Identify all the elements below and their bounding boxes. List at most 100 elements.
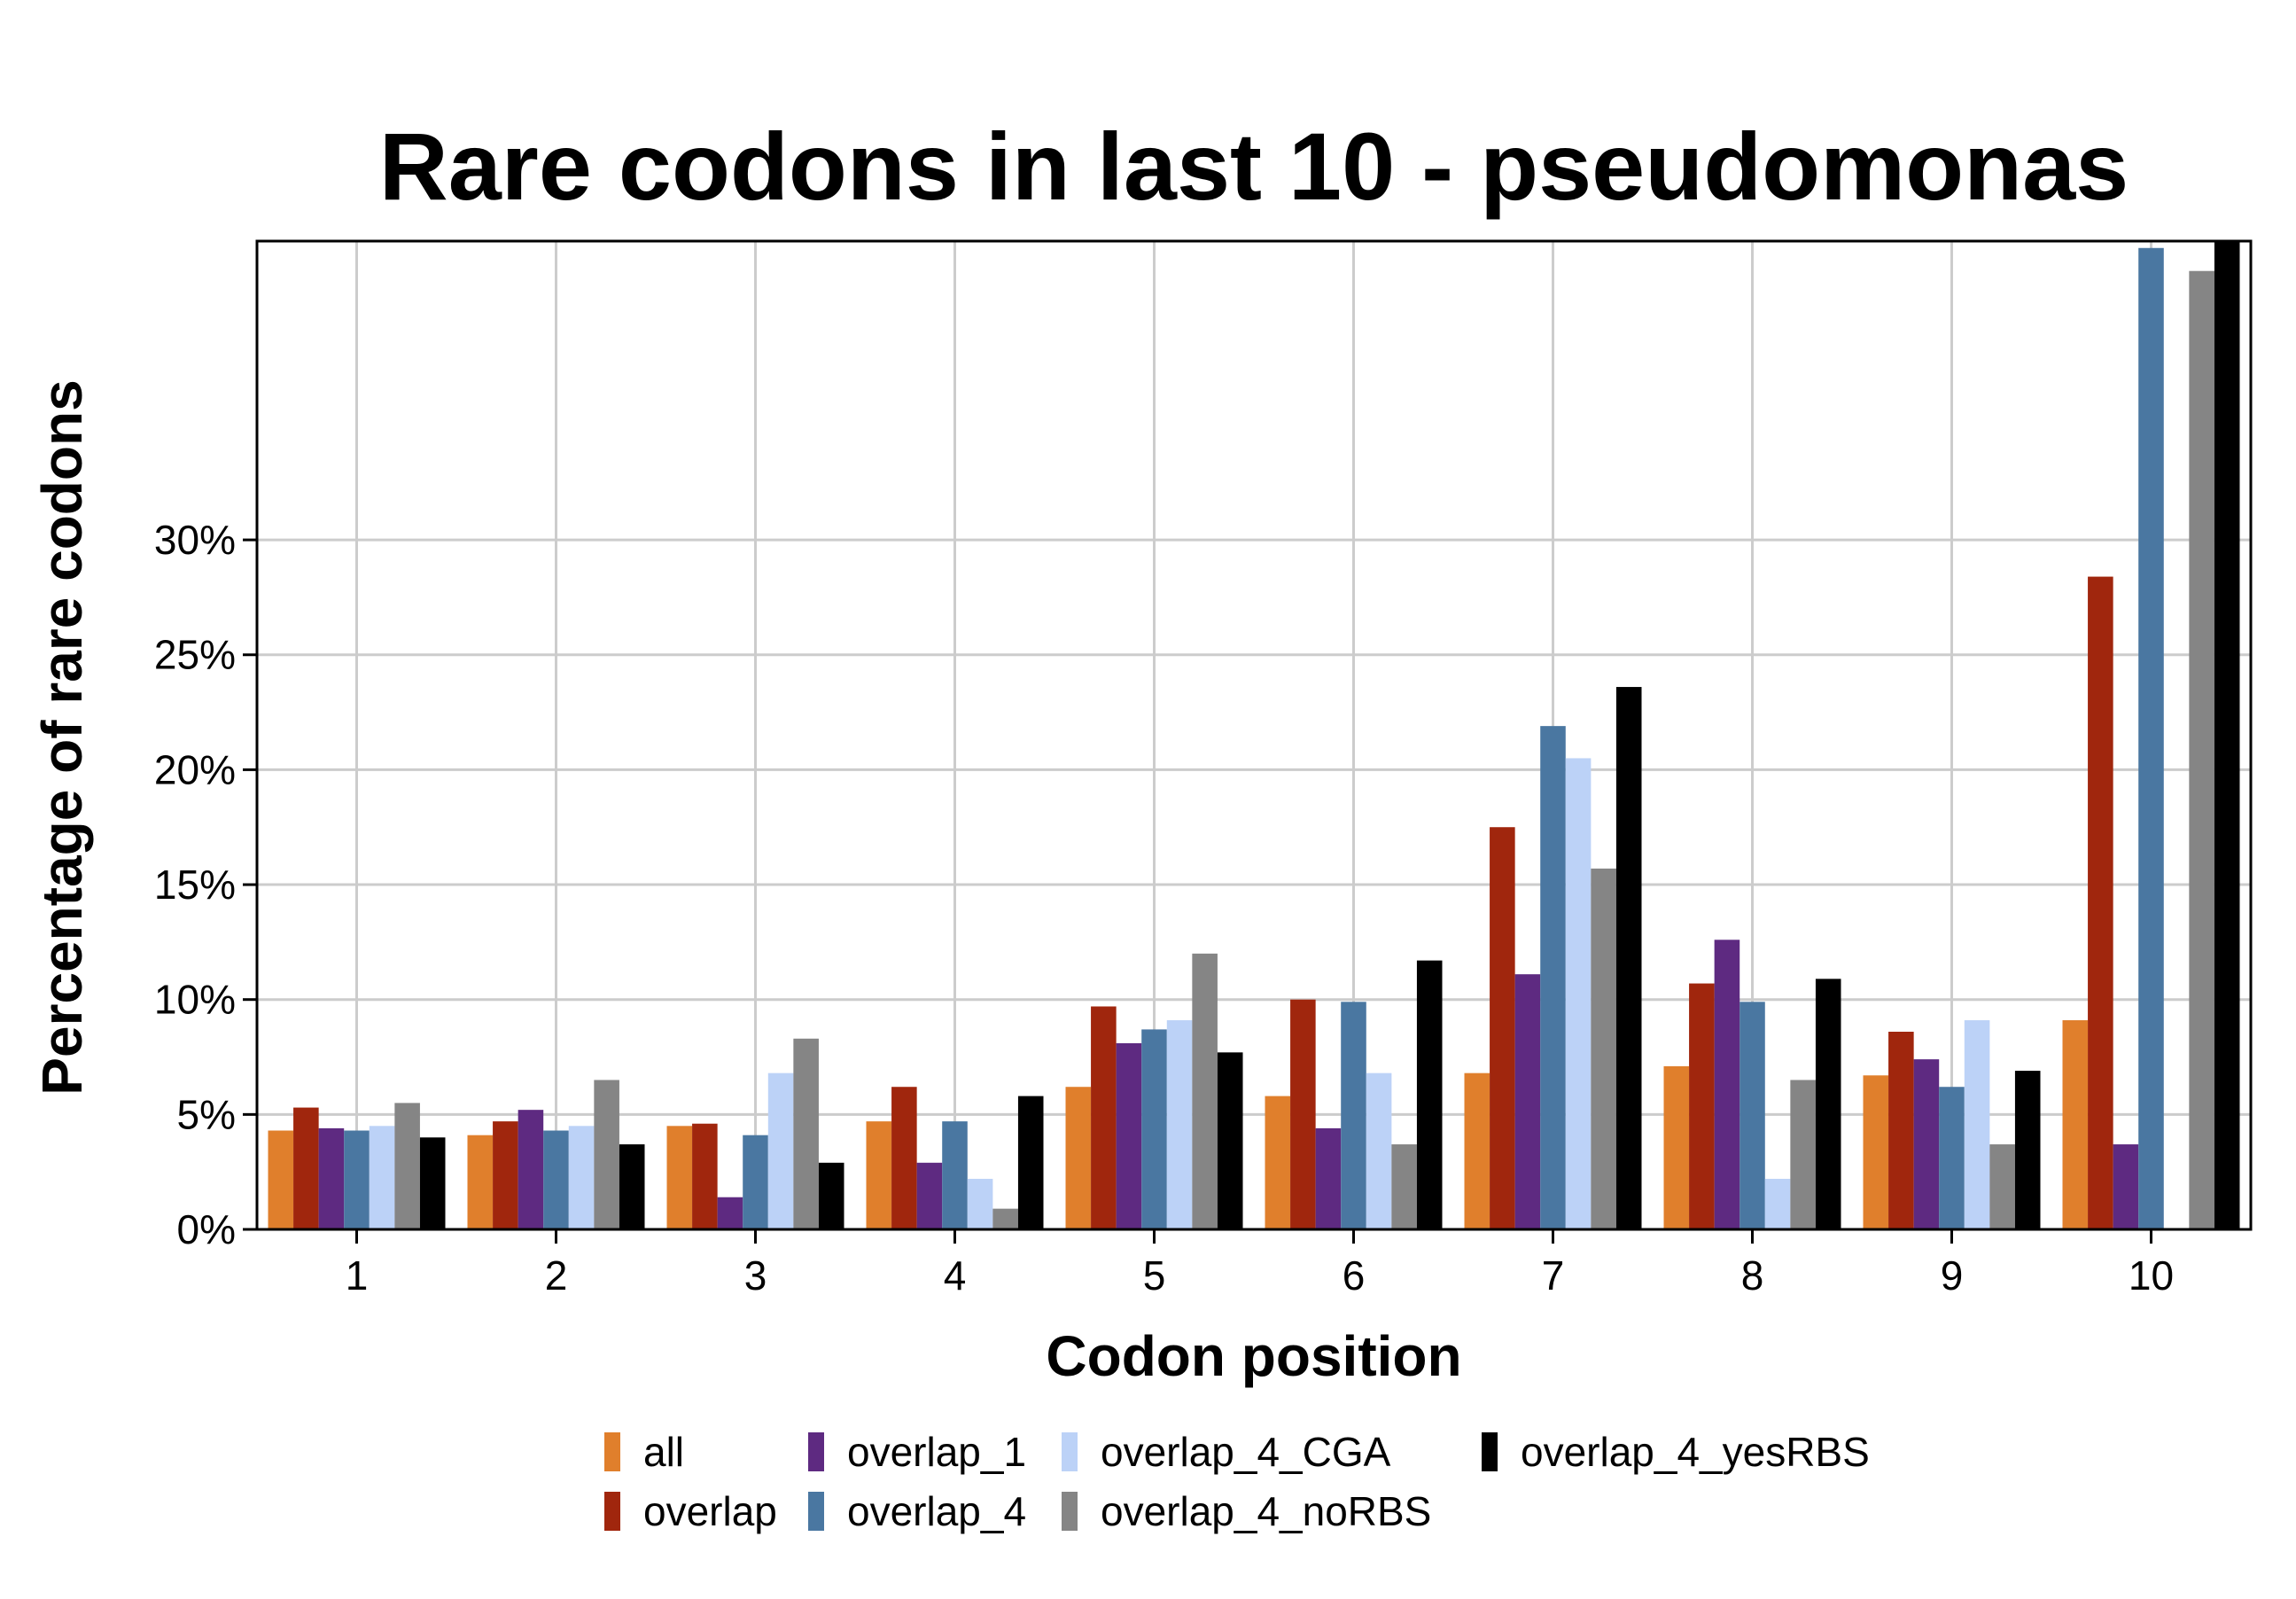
legend-label: all xyxy=(643,1429,684,1475)
bar-overlap_4_CGA-7 xyxy=(1565,758,1592,1229)
bar-overlap_4_CGA-8 xyxy=(1764,1178,1791,1229)
legend-label: overlap_4_CGA xyxy=(1101,1429,1391,1475)
legend-item-overlap_4_CGA: overlap_4_CGA xyxy=(1062,1429,1391,1475)
bar-overlap-1 xyxy=(293,1107,319,1229)
bar-overlap_4-2 xyxy=(543,1130,569,1229)
bar-overlap_4_yesRBS-2 xyxy=(619,1144,645,1229)
bar-overlap_4-8 xyxy=(1740,1002,1765,1229)
bar-all-3 xyxy=(666,1126,693,1229)
x-tick-label: 10 xyxy=(2129,1252,2174,1299)
legend-label: overlap_4_yesRBS xyxy=(1521,1429,1870,1475)
bar-overlap_1-2 xyxy=(518,1110,544,1229)
bar-overlap_1-3 xyxy=(717,1197,743,1229)
bar-overlap-3 xyxy=(692,1123,718,1229)
bar-all-6 xyxy=(1265,1096,1291,1229)
bars xyxy=(268,241,2240,1230)
bar-overlap_4-1 xyxy=(344,1130,370,1229)
bar-overlap_4_yesRBS-9 xyxy=(2014,1071,2041,1229)
bar-overlap-2 xyxy=(493,1121,518,1229)
plot-frame xyxy=(255,239,2253,1231)
bar-overlap_4_CGA-2 xyxy=(568,1126,595,1229)
bar-overlap_4_CGA-1 xyxy=(369,1126,395,1229)
legend-label: overlap_1 xyxy=(847,1429,1026,1475)
grid-lines xyxy=(257,241,2251,1231)
bar-overlap_4_noRBS-10 xyxy=(2189,270,2214,1230)
y-tick-label: 25% xyxy=(154,632,236,678)
bar-overlap_4_CGA-4 xyxy=(967,1178,993,1229)
bar-overlap_1-5 xyxy=(1116,1042,1142,1229)
legend-label: overlap_4 xyxy=(847,1488,1026,1534)
legend-swatch xyxy=(1482,1432,1498,1471)
legend-item-overlap: overlap xyxy=(604,1488,777,1534)
legend-label: overlap xyxy=(643,1488,777,1534)
legend-item-overlap_4: overlap_4 xyxy=(808,1488,1026,1534)
x-tick-label: 1 xyxy=(346,1252,369,1299)
y-axis: 0% 5% 10% 15% 20% 25% 30% xyxy=(154,517,257,1252)
bar-overlap_4_noRBS-9 xyxy=(1989,1144,2015,1229)
bar-overlap_4-7 xyxy=(1540,726,1566,1229)
bar-overlap_4-6 xyxy=(1341,1002,1366,1229)
bar-overlap_4_yesRBS-6 xyxy=(1416,960,1443,1229)
y-tick-label: 10% xyxy=(154,977,236,1023)
legend-item-all: all xyxy=(604,1429,684,1475)
x-tick-label: 4 xyxy=(944,1252,967,1299)
x-axis-title: Codon position xyxy=(1046,1324,1461,1388)
bar-all-2 xyxy=(467,1135,494,1229)
legend-item-overlap_1: overlap_1 xyxy=(808,1429,1026,1475)
bar-overlap_1-8 xyxy=(1714,940,1740,1229)
bar-all-7 xyxy=(1464,1072,1490,1229)
bar-all-8 xyxy=(1663,1065,1690,1229)
bar-overlap_1-10 xyxy=(2113,1144,2139,1229)
bar-overlap-7 xyxy=(1490,827,1515,1229)
bar-overlap-6 xyxy=(1290,999,1316,1229)
bar-overlap_4_noRBS-6 xyxy=(1391,1144,1417,1229)
bar-overlap_4_yesRBS-8 xyxy=(1815,979,1841,1229)
bar-overlap_1-4 xyxy=(916,1162,943,1229)
legend-item-overlap_4_noRBS: overlap_4_noRBS xyxy=(1062,1488,1431,1534)
bar-overlap_1-9 xyxy=(1913,1059,1940,1229)
chart-title: Rare codons in last 10 - pseudomonas xyxy=(379,113,2129,220)
bar-overlap_1-7 xyxy=(1514,974,1541,1229)
bar-overlap_4_noRBS-2 xyxy=(594,1080,619,1229)
bar-overlap_4_yesRBS-5 xyxy=(1217,1052,1243,1229)
bar-overlap-10 xyxy=(2088,576,2113,1229)
bar-overlap_4_yesRBS-4 xyxy=(1017,1096,1044,1229)
x-tick-label: 9 xyxy=(1941,1252,1964,1299)
x-tick-label: 2 xyxy=(545,1252,568,1299)
x-tick-label: 5 xyxy=(1143,1252,1166,1299)
y-tick-label: 20% xyxy=(154,746,236,792)
x-tick-label: 6 xyxy=(1343,1252,1366,1299)
legend-label: overlap_4_noRBS xyxy=(1101,1488,1431,1534)
legend-swatch xyxy=(604,1432,620,1471)
x-tick-label: 3 xyxy=(744,1252,767,1299)
bar-overlap-4 xyxy=(891,1087,917,1229)
bar-all-10 xyxy=(2062,1020,2089,1229)
legend: all overlap overlap_1 overlap_4 overlap_4_CG… xyxy=(604,1429,1870,1534)
bar-overlap_4_yesRBS-1 xyxy=(419,1137,446,1229)
bar-overlap_4_noRBS-1 xyxy=(394,1103,420,1229)
y-axis-title: Percentage of rare codons xyxy=(30,379,94,1095)
bar-all-4 xyxy=(866,1121,892,1229)
bar-all-1 xyxy=(268,1130,294,1229)
legend-swatch xyxy=(1062,1432,1078,1471)
y-tick-label: 30% xyxy=(154,517,236,563)
bar-overlap_4-3 xyxy=(743,1135,768,1229)
y-tick-label: 0% xyxy=(177,1206,236,1252)
bar-overlap_4_yesRBS-3 xyxy=(818,1162,844,1229)
bar-overlap_1-6 xyxy=(1315,1127,1342,1229)
y-tick-label: 15% xyxy=(154,862,236,908)
bar-all-5 xyxy=(1065,1087,1092,1229)
bar-overlap_4_yesRBS-10 xyxy=(2214,241,2240,1229)
bar-overlap-5 xyxy=(1091,1006,1117,1229)
bar-overlap_4_noRBS-8 xyxy=(1790,1080,1816,1229)
bar-overlap_4_noRBS-5 xyxy=(1192,953,1218,1229)
legend-item-overlap_4_yesRBS: overlap_4_yesRBS xyxy=(1482,1429,1870,1475)
bar-overlap-9 xyxy=(1888,1032,1914,1229)
legend-swatch xyxy=(808,1432,824,1471)
bar-all-9 xyxy=(1863,1075,1889,1229)
y-tick-label: 5% xyxy=(177,1091,236,1137)
bar-overlap_4_CGA-3 xyxy=(767,1072,794,1229)
legend-swatch xyxy=(808,1492,824,1531)
bar-overlap_4_noRBS-3 xyxy=(793,1038,819,1229)
